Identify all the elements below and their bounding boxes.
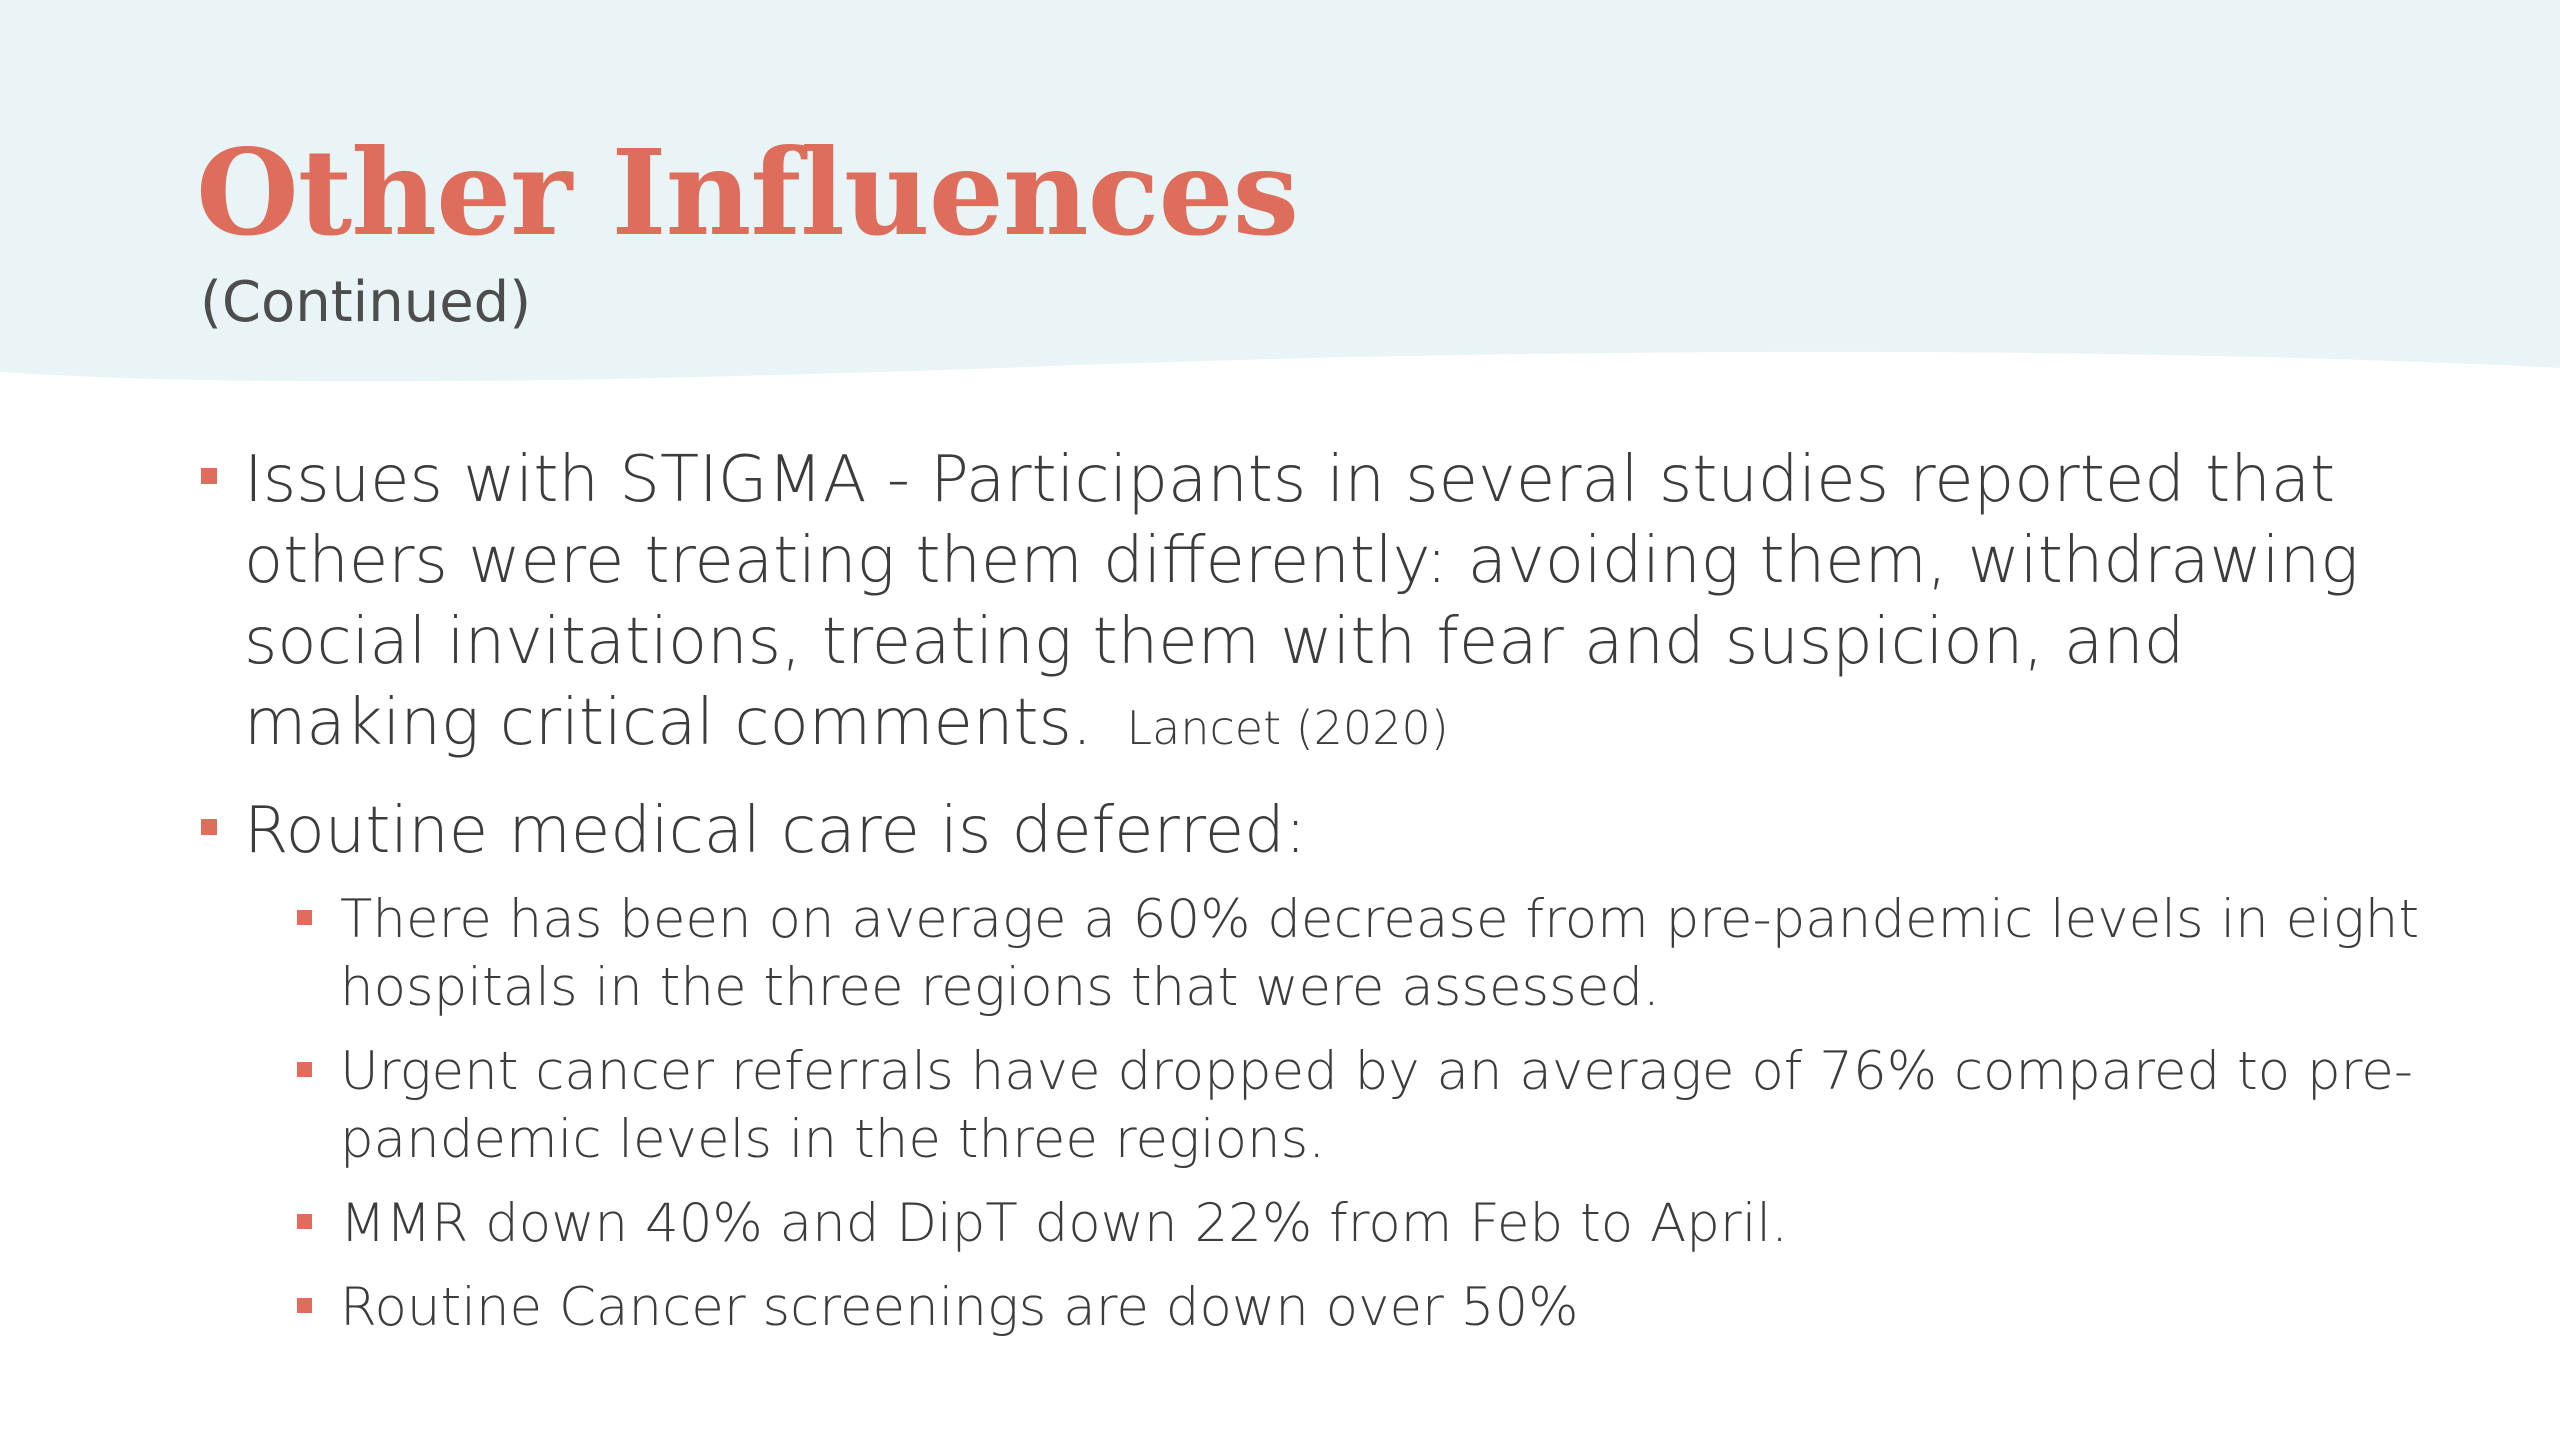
square-bullet-icon <box>201 819 217 835</box>
slide-subtitle: (Continued) <box>200 270 532 335</box>
square-bullet-icon <box>201 468 217 484</box>
bullet-stigma-text: Issues with STIGMA - Participants in sev… <box>244 443 2359 760</box>
bullet-routine-care: Routine medical care is deferred: <box>196 791 2434 872</box>
subbullet-cancer-screenings: Routine Cancer screenings are down over … <box>292 1274 2500 1342</box>
square-bullet-icon <box>297 910 312 925</box>
subbullet-vaccinations: MMR down 40% and DipT down 22% from Feb … <box>292 1190 2500 1258</box>
bullet-stigma: Issues with STIGMA - Participants in sev… <box>196 440 2434 769</box>
slide-content: Issues with STIGMA - Participants in sev… <box>196 440 2446 1358</box>
square-bullet-icon <box>297 1214 312 1229</box>
routine-care-subbullets: There has been on average a 60% decrease… <box>196 886 2446 1342</box>
citation-lancet: Lancet (2020) <box>1126 701 1449 755</box>
header-band <box>0 0 2560 382</box>
square-bullet-icon <box>297 1062 312 1077</box>
subbullet-text: MMR down 40% and DipT down 22% from Feb … <box>340 1193 1789 1254</box>
subbullet-text: Urgent cancer referrals have dropped by … <box>340 1041 2414 1170</box>
square-bullet-icon <box>297 1298 312 1313</box>
subbullet-hospital-decrease: There has been on average a 60% decrease… <box>292 886 2500 1022</box>
header-wave-shape <box>0 0 2560 382</box>
bullet-routine-care-text: Routine medical care is deferred: <box>244 794 1307 868</box>
slide-title: Other Influences <box>196 123 1299 262</box>
subbullet-text: Routine Cancer screenings are down over … <box>340 1277 1579 1338</box>
subbullet-text: There has been on average a 60% decrease… <box>340 889 2420 1018</box>
subbullet-cancer-referrals: Urgent cancer referrals have dropped by … <box>292 1038 2500 1174</box>
